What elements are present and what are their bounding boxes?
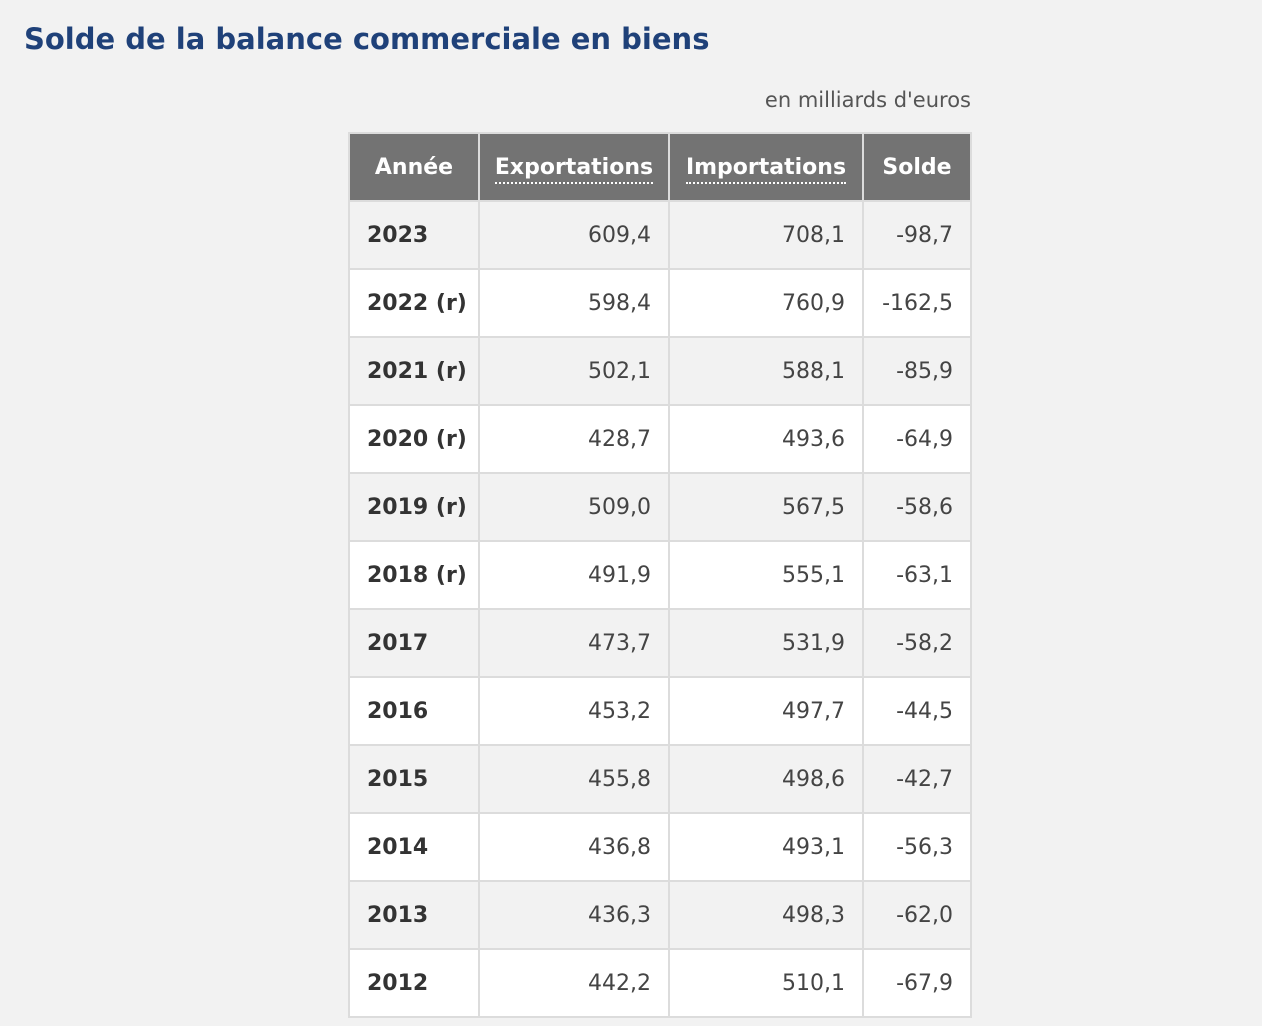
header-imports-label[interactable]: Importations <box>685 154 847 184</box>
trade-balance-table: Année Exportations Importations Solde 20… <box>348 132 972 1018</box>
header-year: Année <box>349 133 480 201</box>
cell-year: 2018 (r) <box>349 540 480 609</box>
cell-year: 2023 <box>349 200 480 269</box>
cell-exports: 502,1 <box>479 336 670 405</box>
unit-caption: en milliards d'euros <box>764 88 971 112</box>
table-row: 2013 436,3 498,3 -62,0 <box>349 880 971 949</box>
table-row: 2012 442,2 510,1 -67,9 <box>349 948 971 1017</box>
page-title: Solde de la balance commerciale en biens <box>24 22 710 56</box>
table-header-row: Année Exportations Importations Solde <box>349 133 971 201</box>
table-row: 2019 (r) 509,0 567,5 -58,6 <box>349 472 971 541</box>
cell-year: 2015 <box>349 744 480 813</box>
cell-year: 2017 <box>349 608 480 677</box>
cell-imports: 497,7 <box>669 676 864 745</box>
cell-exports: 455,8 <box>479 744 670 813</box>
cell-year: 2020 (r) <box>349 404 480 473</box>
header-year-label: Année <box>374 154 454 180</box>
cell-balance: -98,7 <box>863 200 971 269</box>
cell-exports: 491,9 <box>479 540 670 609</box>
header-imports[interactable]: Importations <box>669 133 864 201</box>
table-row: 2018 (r) 491,9 555,1 -63,1 <box>349 540 971 609</box>
cell-balance: -63,1 <box>863 540 971 609</box>
cell-balance: -56,3 <box>863 812 971 881</box>
cell-exports: 442,2 <box>479 948 670 1017</box>
cell-imports: 498,3 <box>669 880 864 949</box>
cell-balance: -42,7 <box>863 744 971 813</box>
cell-imports: 567,5 <box>669 472 864 541</box>
cell-exports: 609,4 <box>479 200 670 269</box>
cell-year: 2012 <box>349 948 480 1017</box>
table-row: 2023 609,4 708,1 -98,7 <box>349 200 971 269</box>
cell-imports: 510,1 <box>669 948 864 1017</box>
header-balance: Solde <box>863 133 971 201</box>
cell-imports: 531,9 <box>669 608 864 677</box>
cell-balance: -62,0 <box>863 880 971 949</box>
cell-balance: -85,9 <box>863 336 971 405</box>
cell-year: 2022 (r) <box>349 268 480 337</box>
cell-exports: 473,7 <box>479 608 670 677</box>
cell-balance: -58,6 <box>863 472 971 541</box>
header-balance-label: Solde <box>882 154 952 180</box>
cell-imports: 555,1 <box>669 540 864 609</box>
table-row: 2015 455,8 498,6 -42,7 <box>349 744 971 813</box>
cell-year: 2021 (r) <box>349 336 480 405</box>
cell-balance: -64,9 <box>863 404 971 473</box>
cell-imports: 493,6 <box>669 404 864 473</box>
table-row: 2016 453,2 497,7 -44,5 <box>349 676 971 745</box>
cell-exports: 453,2 <box>479 676 670 745</box>
cell-balance: -44,5 <box>863 676 971 745</box>
table-row: 2017 473,7 531,9 -58,2 <box>349 608 971 677</box>
cell-exports: 436,3 <box>479 880 670 949</box>
cell-year: 2016 <box>349 676 480 745</box>
cell-balance: -67,9 <box>863 948 971 1017</box>
table-row: 2014 436,8 493,1 -56,3 <box>349 812 971 881</box>
header-exports[interactable]: Exportations <box>479 133 670 201</box>
cell-imports: 708,1 <box>669 200 864 269</box>
table-row: 2022 (r) 598,4 760,9 -162,5 <box>349 268 971 337</box>
cell-imports: 588,1 <box>669 336 864 405</box>
cell-imports: 493,1 <box>669 812 864 881</box>
cell-year: 2019 (r) <box>349 472 480 541</box>
table-row: 2020 (r) 428,7 493,6 -64,9 <box>349 404 971 473</box>
cell-imports: 498,6 <box>669 744 864 813</box>
cell-year: 2014 <box>349 812 480 881</box>
cell-imports: 760,9 <box>669 268 864 337</box>
cell-exports: 428,7 <box>479 404 670 473</box>
cell-balance: -58,2 <box>863 608 971 677</box>
header-exports-label[interactable]: Exportations <box>494 154 654 184</box>
cell-exports: 598,4 <box>479 268 670 337</box>
cell-exports: 509,0 <box>479 472 670 541</box>
cell-year: 2013 <box>349 880 480 949</box>
cell-balance: -162,5 <box>863 268 971 337</box>
table-row: 2021 (r) 502,1 588,1 -85,9 <box>349 336 971 405</box>
cell-exports: 436,8 <box>479 812 670 881</box>
table-body: 2023 609,4 708,1 -98,7 2022 (r) 598,4 760,9 -16… <box>349 200 971 1017</box>
